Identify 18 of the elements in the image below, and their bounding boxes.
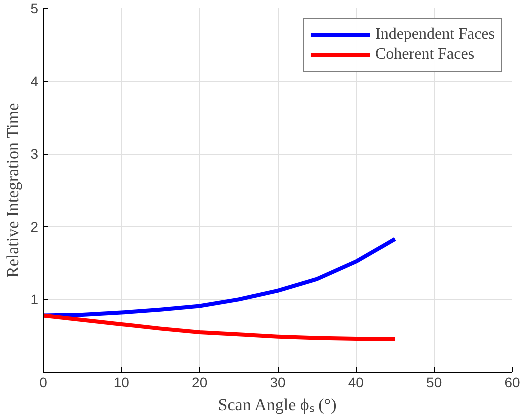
- legend-label: Independent Faces: [375, 26, 495, 44]
- y-tick-label: 3: [30, 146, 39, 162]
- x-axis-title: Scan Angle ϕₛ (°): [218, 396, 337, 414]
- y-tick-label: 4: [30, 73, 39, 90]
- y-tick-label: 2: [30, 218, 39, 235]
- y-axis-title: Relative Integration Time: [4, 103, 23, 278]
- line-series: [44, 314, 398, 342]
- y-tick-label: 5: [30, 0, 39, 16]
- legend-label: Coherent Faces: [375, 46, 475, 64]
- y-tick-label: 1: [30, 292, 39, 308]
- line-series: [44, 237, 398, 318]
- x-tick-label: 40: [348, 374, 364, 390]
- x-tick-label: 20: [192, 374, 208, 390]
- x-tick-label: 10: [114, 374, 130, 390]
- x-tick-label: 50: [426, 374, 442, 390]
- x-tick-label: 60: [504, 374, 520, 390]
- x-tick-label: 30: [270, 374, 286, 390]
- x-tick-label: 0: [40, 374, 48, 390]
